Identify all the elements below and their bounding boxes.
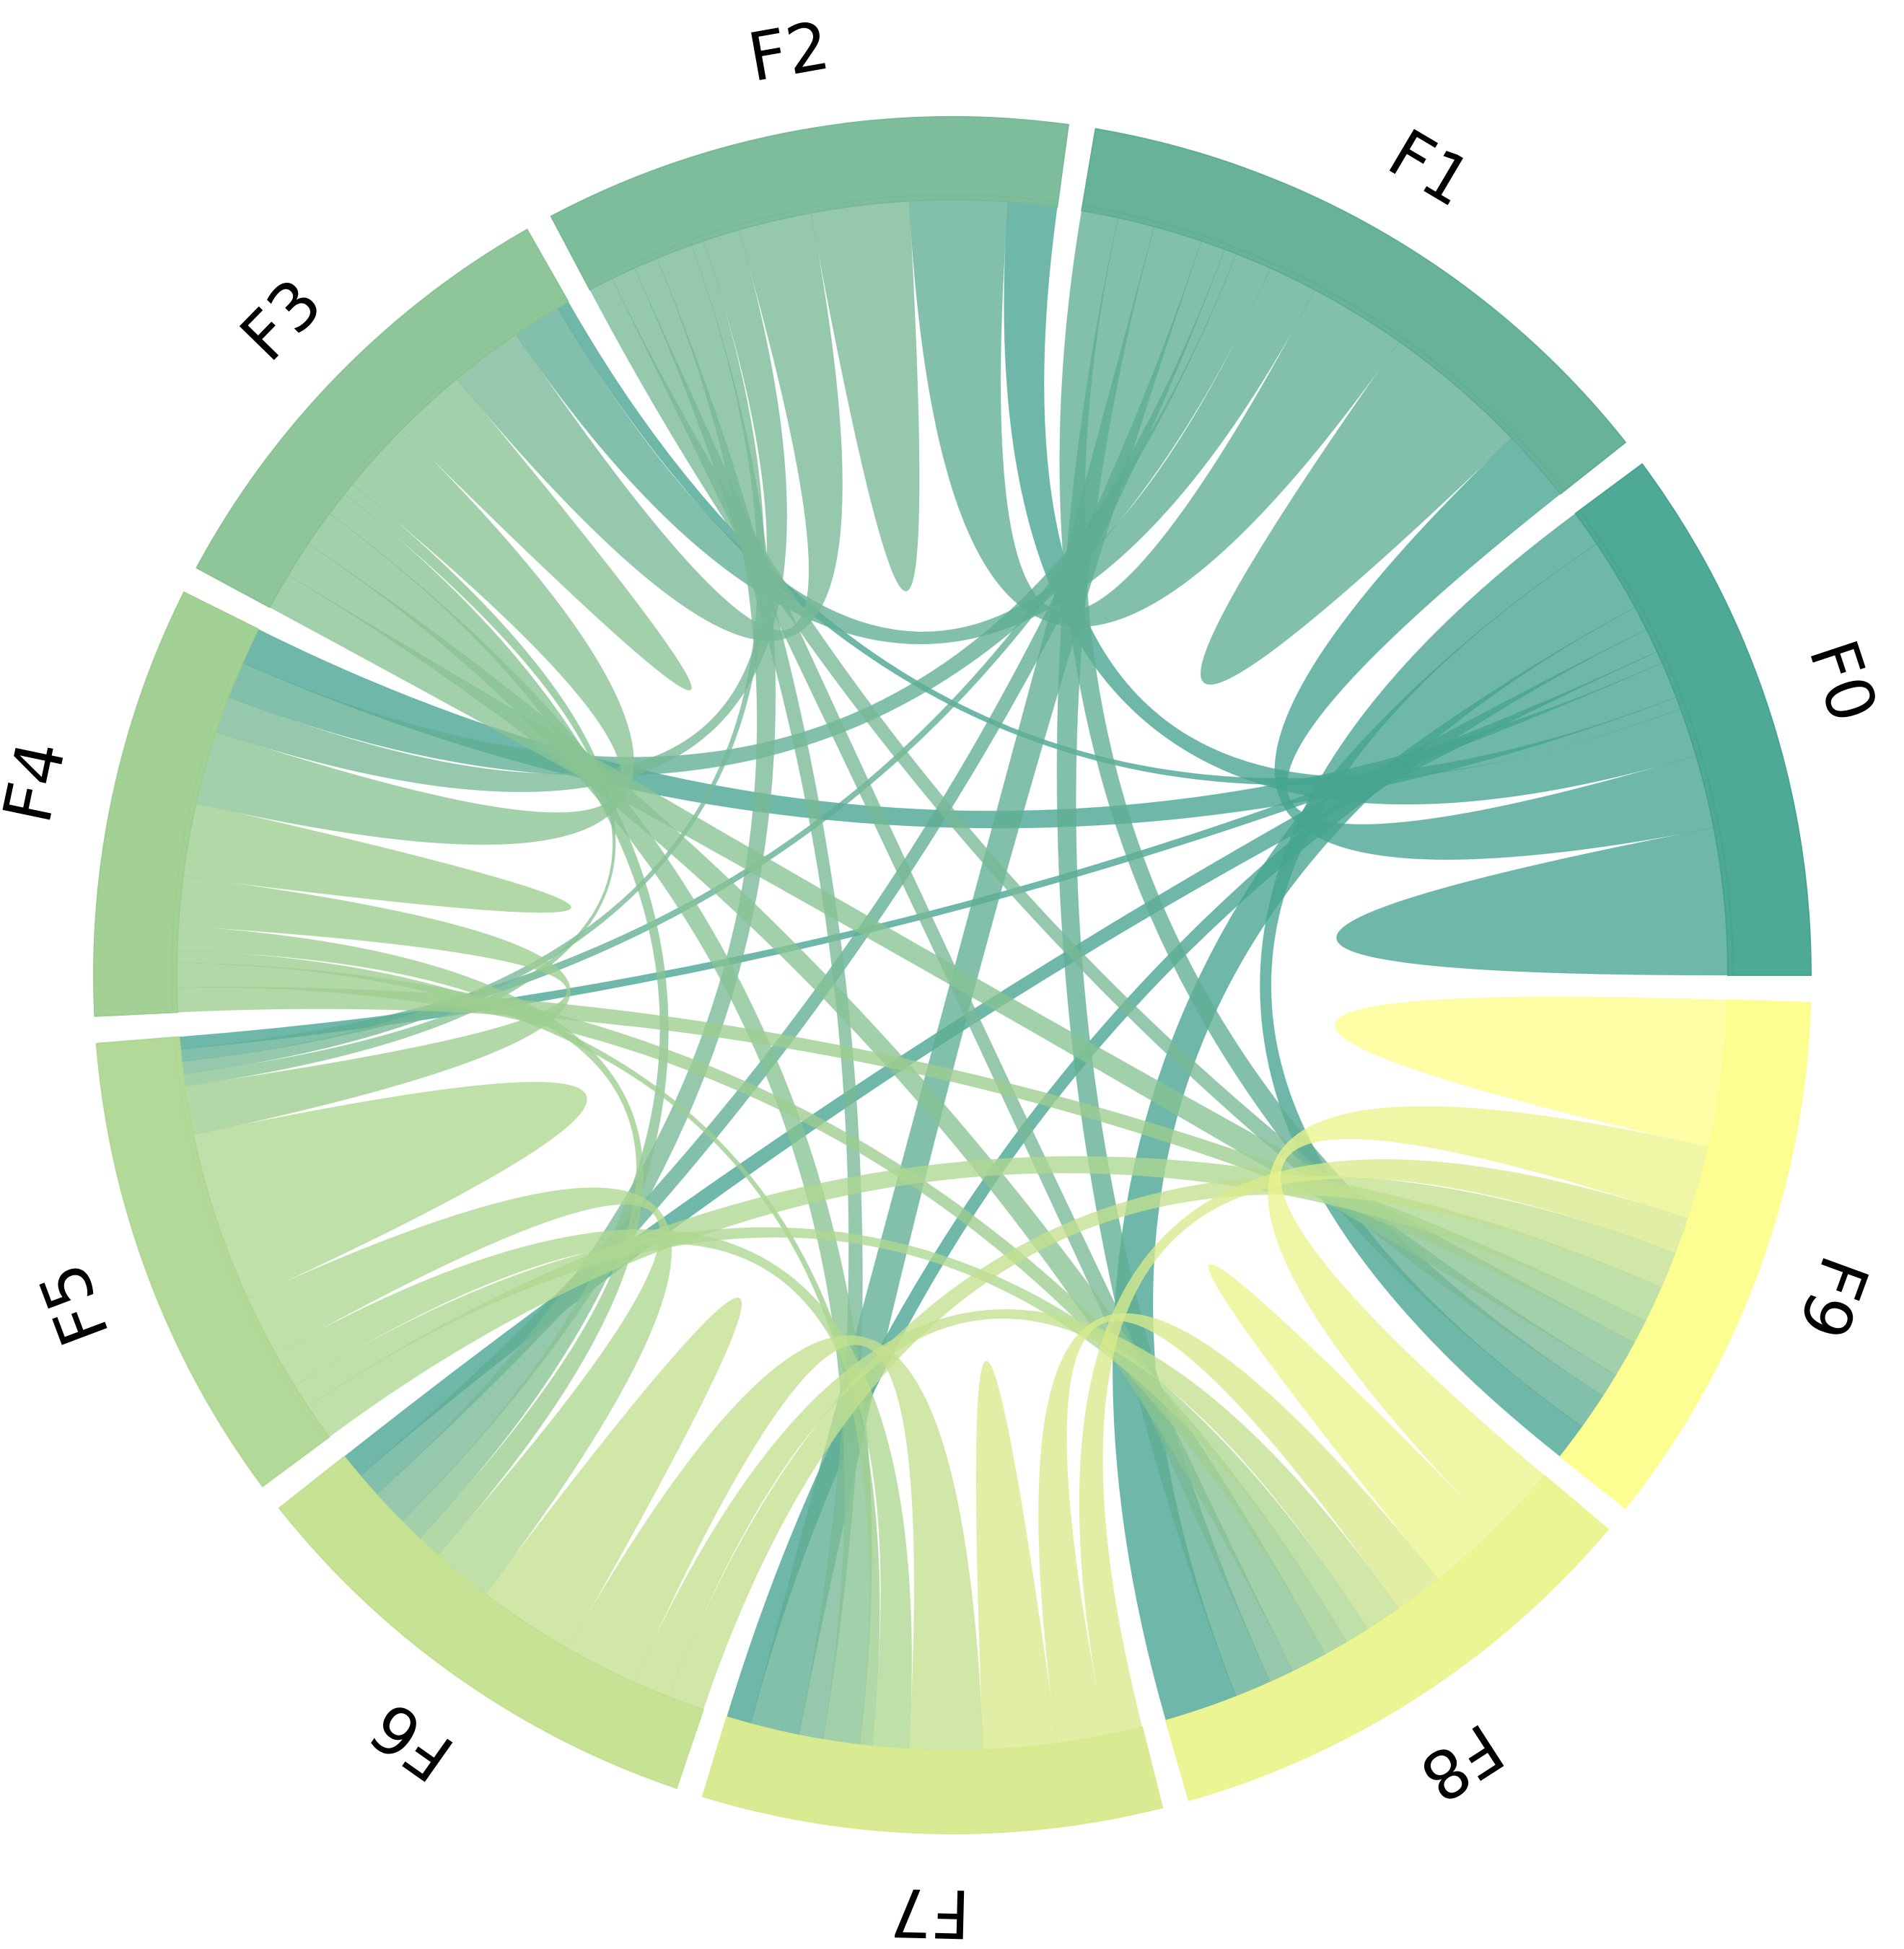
group-arc-line-F0 <box>1579 510 1734 976</box>
group-label-F2: F2 <box>742 7 835 97</box>
group-arc-line-F3 <box>264 296 566 605</box>
group-arc-F3 <box>196 228 569 609</box>
ribbon-F3-F3 <box>401 378 692 691</box>
ribbon-F4-F4 <box>183 803 571 913</box>
group-label-F5: F5 <box>24 1253 124 1355</box>
ribbon-F7-F7 <box>975 1360 1058 1751</box>
group-arc-F8 <box>1164 1474 1610 1802</box>
chord-ribbons <box>176 199 1729 1751</box>
group-label-F4: F4 <box>0 735 81 830</box>
ribbon-F0-F9 <box>1260 513 1597 1458</box>
group-arc-F4 <box>92 591 260 1017</box>
group-label-F6: F6 <box>357 1687 468 1797</box>
group-arc-line-F5 <box>173 1037 326 1440</box>
group-label-F1: F1 <box>1376 115 1484 222</box>
group-arc-F1 <box>1081 128 1627 496</box>
group-arc-line-F4 <box>170 626 255 1013</box>
group-arc-F7 <box>701 1716 1164 1834</box>
group-label-F3: F3 <box>226 264 337 375</box>
group-arc-F2 <box>550 116 1069 291</box>
group-arcs <box>92 116 1812 1834</box>
group-arc-line-F1 <box>1082 205 1566 491</box>
group-arc-F5 <box>95 1036 330 1487</box>
group-label-F7: F7 <box>889 1873 971 1949</box>
group-arc-line-F2 <box>587 194 1058 286</box>
group-label-F9: F9 <box>1783 1246 1883 1348</box>
group-label-F0: F0 <box>1794 631 1892 731</box>
group-arc-F0 <box>1574 463 1812 976</box>
ribbon-F8-F8 <box>1208 1264 1495 1580</box>
group-arc-line-F8 <box>1167 1478 1550 1727</box>
group-arc-F9 <box>1559 999 1812 1510</box>
group-arc-line-F9 <box>1563 1000 1734 1461</box>
group-label-F8: F8 <box>1407 1708 1517 1816</box>
group-arc-F6 <box>278 1455 704 1790</box>
group-arc-line-F7 <box>725 1721 1144 1756</box>
group-arc-line-F6 <box>339 1459 702 1715</box>
